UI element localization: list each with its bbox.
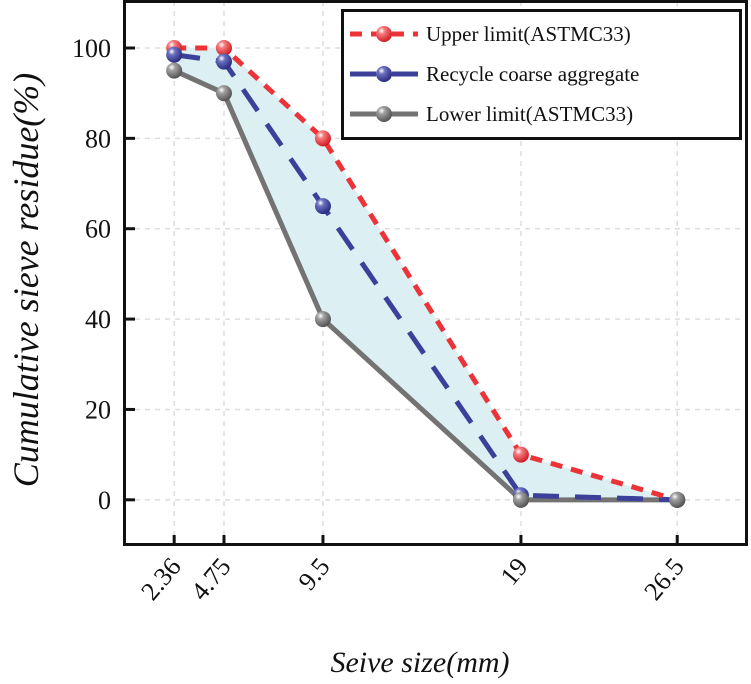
legend: Upper limit(ASTMC33) Recycle coarse aggre… — [341, 9, 742, 140]
y-tick-label: 40 — [85, 305, 111, 334]
legend-label: Upper limit(ASTMC33) — [426, 22, 631, 46]
data-point — [215, 39, 232, 56]
x-axis-label: Seive size(mm) — [330, 646, 509, 679]
y-tick-label: 80 — [85, 124, 111, 153]
x-tick-label: 2.36 — [135, 552, 186, 605]
data-point — [512, 491, 529, 508]
x-tick-label: 26.5 — [638, 552, 689, 605]
x-tick-label: 19 — [495, 552, 534, 591]
series-line-0 — [174, 45, 678, 503]
legend-marker — [376, 66, 392, 82]
data-point — [166, 46, 183, 63]
y-tick-label: 0 — [98, 486, 111, 515]
data-point — [314, 198, 331, 215]
x-tick-label: 9.5 — [292, 552, 335, 596]
plot-frame — [123, 0, 748, 546]
y-tick-label: 100 — [72, 34, 111, 63]
data-point — [166, 62, 183, 79]
x-tick-label: 4.75 — [185, 552, 236, 605]
legend-label: Lower limit(ASTMC33) — [426, 102, 633, 126]
legend-label: Recycle coarse aggregate — [426, 62, 639, 86]
legend-marker — [376, 26, 392, 42]
limit-band-fill — [174, 47, 678, 500]
y-tick-label: 20 — [85, 395, 111, 424]
y-axis-label: Cumulative sieve residue(%) — [6, 73, 46, 488]
data-point — [215, 85, 232, 102]
series-points — [166, 39, 686, 508]
data-point — [512, 446, 529, 463]
y-tick-label: 60 — [85, 215, 111, 244]
data-point — [215, 53, 232, 70]
legend-marker — [376, 106, 392, 122]
data-point — [314, 130, 331, 147]
data-point — [669, 491, 686, 508]
data-point — [314, 311, 331, 328]
